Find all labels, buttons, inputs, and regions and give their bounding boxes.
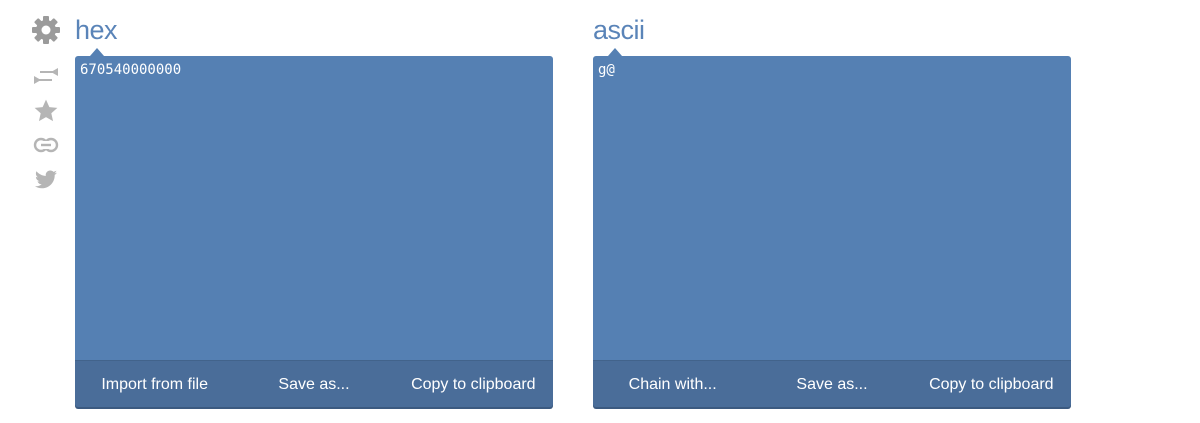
hex-panel-title: hex bbox=[75, 14, 553, 48]
hex-toolbar: Import from file Save as... Copy to clip… bbox=[75, 360, 553, 407]
swap-icon[interactable] bbox=[28, 66, 64, 86]
save-as-button[interactable]: Save as... bbox=[234, 362, 393, 407]
copy-to-clipboard-button[interactable]: Copy to clipboard bbox=[394, 362, 553, 407]
star-icon[interactable] bbox=[28, 98, 64, 124]
title-caret bbox=[608, 48, 622, 56]
ascii-editor-textarea[interactable]: g@    bbox=[593, 56, 1071, 360]
link-icon[interactable] bbox=[28, 135, 64, 155]
chain-with-button[interactable]: Chain with... bbox=[593, 362, 752, 407]
ascii-panel: ascii g@    Chain with... Save as... Co… bbox=[593, 14, 1071, 48]
title-caret bbox=[90, 48, 104, 56]
ascii-toolbar: Chain with... Save as... Copy to clipboa… bbox=[593, 360, 1071, 407]
hex-editor-textarea[interactable]: 670540000000 bbox=[75, 56, 553, 360]
copy-to-clipboard-button[interactable]: Copy to clipboard bbox=[912, 362, 1071, 407]
hex-panel: hex 670540000000 Import from file Save a… bbox=[75, 14, 553, 48]
save-as-button[interactable]: Save as... bbox=[752, 362, 911, 407]
import-from-file-button[interactable]: Import from file bbox=[75, 362, 234, 407]
gear-icon[interactable] bbox=[28, 14, 64, 46]
ascii-panel-title: ascii bbox=[593, 14, 1071, 48]
twitter-icon[interactable] bbox=[28, 168, 64, 192]
